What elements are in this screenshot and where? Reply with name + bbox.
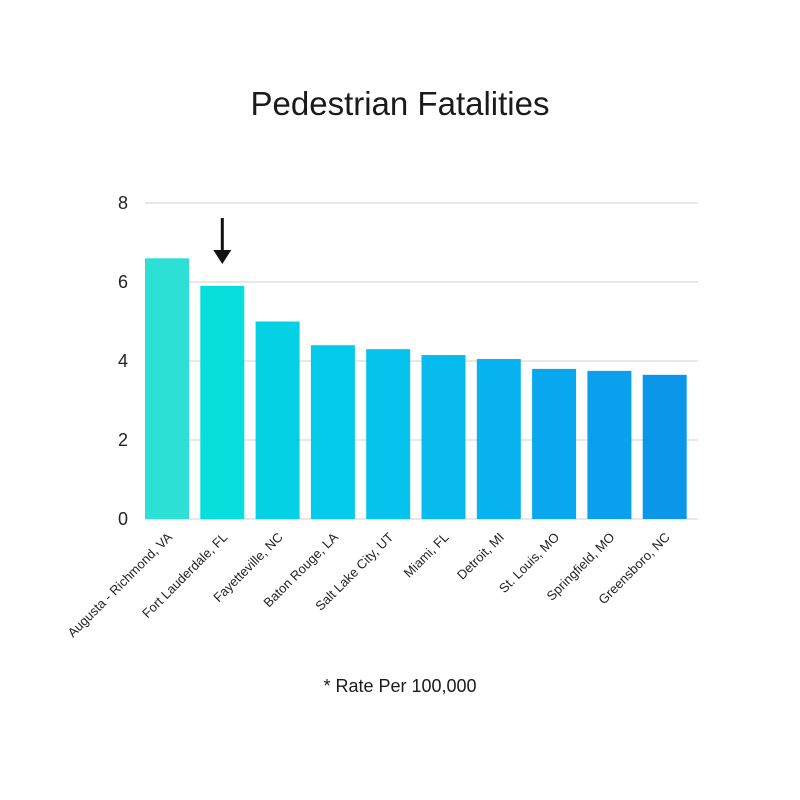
bar (532, 368, 577, 519)
bar (476, 359, 521, 519)
bar (145, 258, 189, 519)
bars (145, 258, 687, 519)
bar (366, 349, 411, 519)
y-tick-label: 2 (118, 430, 128, 450)
arrow-head-icon (213, 250, 232, 264)
x-category-label: Detroit, MI (454, 530, 507, 583)
bar (310, 345, 355, 519)
y-tick-label: 6 (118, 272, 128, 292)
y-tick-label: 4 (118, 351, 128, 371)
bar (255, 321, 300, 519)
bar (421, 355, 466, 519)
rate-note: * Rate Per 100,000 (323, 676, 476, 696)
bar (587, 370, 632, 519)
highlight-arrow (213, 218, 232, 264)
y-tick-label: 0 (118, 509, 128, 529)
y-axis-ticks: 0 2 4 6 8 (118, 193, 128, 529)
y-tick-label: 8 (118, 193, 128, 213)
bar (200, 285, 245, 519)
bar (642, 374, 687, 519)
x-category-label: Augusta - Richmond, VA (65, 529, 176, 640)
chart-title: Pedestrian Fatalities (251, 85, 550, 122)
x-category-label: Miami, FL (401, 530, 452, 581)
